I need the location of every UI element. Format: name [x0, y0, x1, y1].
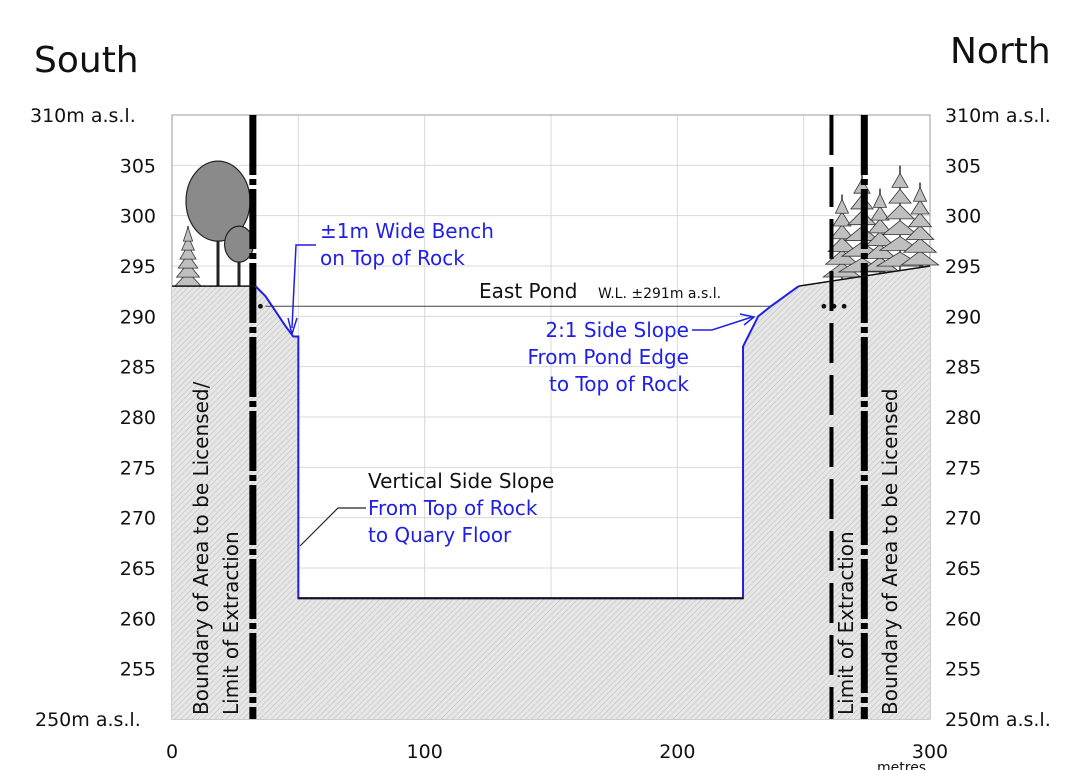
tree-foliage: [867, 218, 893, 234]
y-top-label-left: 310m a.s.l.: [30, 105, 136, 127]
ground-section: [172, 266, 930, 719]
tree-foliage: [907, 212, 933, 228]
y-tick-label-right: 260: [945, 608, 981, 630]
tree-foliage: [865, 231, 895, 247]
conifer-tree-icon: [173, 225, 203, 287]
tree-foliage: [827, 236, 857, 252]
y-tick-label-left: 270: [120, 508, 156, 530]
y-tick-label-left: 260: [120, 608, 156, 630]
tree-foliage: [900, 250, 940, 266]
y-tick-label-left: 295: [120, 256, 156, 278]
tree-foliage: [177, 253, 199, 269]
excavation-profile: [172, 265, 931, 600]
tree-foliage: [829, 224, 855, 240]
y-tick-label-left: 255: [120, 659, 156, 681]
slope-label-line2: From Pond Edge: [527, 345, 689, 369]
tree-foliage: [910, 199, 930, 215]
water-level-dot: [841, 303, 847, 309]
bench-leader-line: [291, 244, 316, 329]
y-tick-label-right: 265: [945, 558, 981, 580]
tree-foliage: [891, 172, 909, 188]
vertical-label-line3: to Quary Floor: [368, 523, 512, 547]
x-unit-label: metres: [877, 760, 926, 770]
deciduous-tree-icon: [185, 160, 251, 287]
pond-label: East Pond: [479, 279, 577, 303]
tree-foliage: [870, 205, 890, 221]
tree-crown: [224, 225, 255, 263]
vertical-leader-line: [299, 507, 366, 547]
excavation-outline: [254, 285, 800, 600]
trees: [173, 160, 940, 287]
x-tick-label: 200: [659, 741, 695, 763]
tree-foliage: [872, 192, 888, 208]
north-boundary-label: Boundary of Area to be Licensed: [878, 388, 902, 715]
y-tick-label-right: 275: [945, 457, 981, 479]
slope-leader-line: [692, 316, 753, 331]
y-tick-label-left: 275: [120, 457, 156, 479]
deciduous-tree-icon: [224, 225, 255, 287]
y-tick-label-left: 280: [120, 407, 156, 429]
y-tick-label-right: 300: [945, 206, 981, 228]
north-title: North: [950, 31, 1051, 72]
tree-foliage: [862, 243, 898, 259]
conifer-tree-icon: [900, 182, 940, 268]
y-tick-label-right: 285: [945, 357, 981, 379]
y-bottom-label-left: 250m a.s.l.: [35, 709, 141, 731]
tree-foliage: [181, 235, 195, 251]
bench-label-line1: ±1m Wide Bench: [320, 219, 494, 243]
y-tick-label-left: 305: [120, 155, 156, 177]
pond-water-level: W.L. ±291m a.s.l.: [598, 286, 721, 302]
y-tick-label-right: 290: [945, 306, 981, 328]
bench-arrow-icon: [287, 317, 298, 337]
tree-foliage: [905, 224, 935, 240]
y-bottom-label-right: 250m a.s.l.: [945, 709, 1051, 731]
bench-label-line2: on Top of Rock: [320, 246, 465, 270]
y-tick-label-left: 265: [120, 558, 156, 580]
y-tick-label-left: 290: [120, 306, 156, 328]
south-extraction-label: Limit of Extraction: [219, 531, 243, 715]
y-tick-label-left: 300: [120, 206, 156, 228]
tree-foliage: [884, 204, 916, 220]
slope-label-line1: 2:1 Side Slope: [545, 318, 689, 342]
south-title: South: [34, 40, 139, 81]
y-top-label-right: 310m a.s.l.: [945, 105, 1051, 127]
slope-arrow-icon: [739, 313, 756, 326]
north-extraction-label: Limit of Extraction: [834, 531, 858, 715]
tree-foliage: [824, 249, 860, 265]
south-boundary-label: Boundary of Area to be Licensed/: [189, 381, 213, 715]
tree-foliage: [888, 188, 912, 204]
tree-foliage: [902, 237, 938, 253]
tree-foliage: [832, 211, 852, 227]
y-tick-label-left: 285: [120, 357, 156, 379]
y-tick-label-right: 295: [945, 256, 981, 278]
y-tick-label-right: 305: [945, 155, 981, 177]
vertical-label-line2: From Top of Rock: [368, 496, 538, 520]
x-tick-label: 100: [407, 741, 443, 763]
y-tick-label-right: 270: [945, 508, 981, 530]
tree-foliage: [881, 220, 919, 235]
x-tick-label: 0: [166, 741, 178, 763]
water-level-dot: [258, 303, 263, 309]
y-tick-label-right: 255: [945, 659, 981, 681]
north-ground-surface: [798, 265, 931, 287]
tree-foliage: [179, 244, 197, 260]
rock-fill: [172, 266, 930, 719]
x-tick-label: 300: [912, 741, 948, 763]
slope-label-line3: to Top of Rock: [549, 372, 689, 396]
tree-foliage: [912, 186, 928, 202]
tree-foliage: [834, 198, 850, 214]
tree-foliage: [175, 262, 201, 278]
tree-foliage: [182, 225, 194, 242]
boundary-lines: [249, 115, 868, 719]
conifer-tree-icon: [860, 188, 900, 274]
vertical-label-line1: Vertical Side Slope: [368, 469, 554, 493]
y-tick-label-right: 280: [945, 407, 981, 429]
axes: 305 305 300 300 295 295 290 290 285 285 280 280 275 2…: [120, 155, 982, 763]
water-level-dot: [821, 303, 827, 309]
